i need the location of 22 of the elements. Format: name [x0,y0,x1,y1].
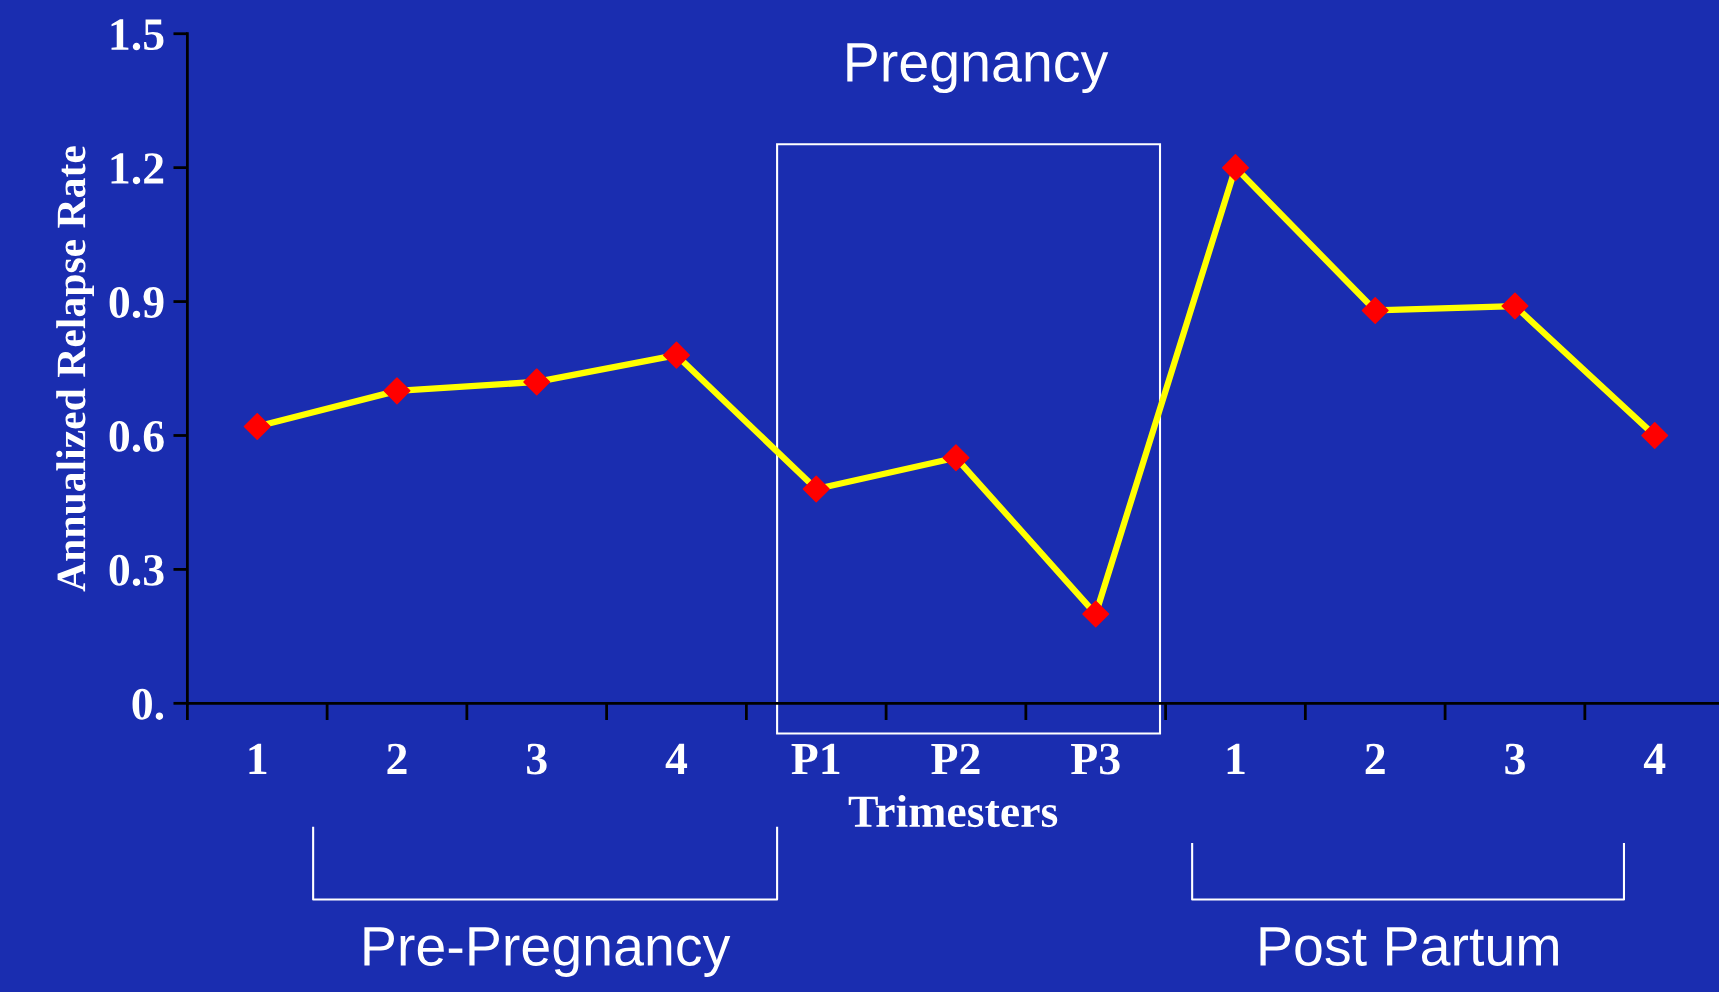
x-tick-label: 1 [1227,743,1245,775]
annotation: Pregnancy [847,43,1109,94]
x-tick-label: 2 [387,743,407,775]
x-tick-label: 1 [249,743,267,775]
x-tick-label: P3 [1071,743,1120,775]
y-axis-title: Annualized Relapse Rate [56,146,94,592]
y-tick-label: 0.3 [109,554,164,586]
y-tick-label: 1.2 [111,153,164,185]
y-tick-label: 1.5 [111,19,164,51]
x-tick-label: P1 [791,743,840,775]
x-tick-label: 2 [1365,743,1385,775]
x-tick-label: 3 [527,743,547,775]
x-tick-label: 4 [1643,743,1666,775]
text: Pre-Pregnancy [364,927,731,977]
x-tick-label: 3 [1505,743,1525,775]
y-tick-label: 0.9 [109,286,164,319]
x-tick-label: 4 [665,743,688,775]
y-tick-label: 0.6 [109,420,164,453]
x-tick-label: P2 [931,743,980,775]
y-tick-label: 0. [132,688,164,720]
text: Post Partum [1260,927,1558,966]
x-axis-title: Trimesters [848,794,1058,828]
